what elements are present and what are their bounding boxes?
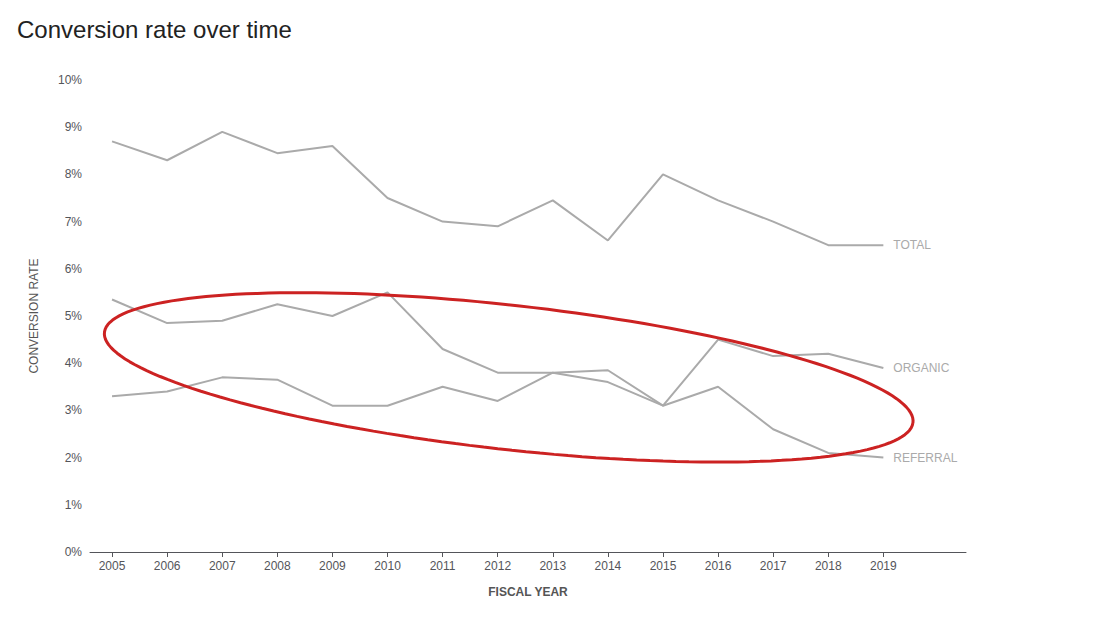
svg-text:5%: 5% xyxy=(65,309,83,323)
svg-text:2011: 2011 xyxy=(430,559,456,573)
svg-text:6%: 6% xyxy=(65,262,83,276)
svg-text:REFERRAL: REFERRAL xyxy=(893,451,957,465)
svg-text:2007: 2007 xyxy=(209,559,236,573)
svg-text:2009: 2009 xyxy=(319,559,346,573)
svg-text:2018: 2018 xyxy=(815,559,842,573)
svg-text:8%: 8% xyxy=(65,167,83,181)
svg-text:1%: 1% xyxy=(65,498,83,512)
svg-text:2010: 2010 xyxy=(374,559,401,573)
svg-text:10%: 10% xyxy=(58,73,82,87)
svg-text:Conversion rate over time: Conversion rate over time xyxy=(17,16,292,43)
svg-text:2008: 2008 xyxy=(264,559,291,573)
svg-text:2006: 2006 xyxy=(154,559,181,573)
svg-text:CONVERSION RATE: CONVERSION RATE xyxy=(27,258,41,373)
svg-text:2%: 2% xyxy=(65,451,83,465)
svg-text:ORGANIC: ORGANIC xyxy=(893,361,949,375)
svg-text:TOTAL: TOTAL xyxy=(893,238,931,252)
svg-text:2017: 2017 xyxy=(760,559,787,573)
svg-text:2019: 2019 xyxy=(870,559,897,573)
svg-text:4%: 4% xyxy=(65,356,83,370)
svg-text:2015: 2015 xyxy=(650,559,677,573)
svg-text:7%: 7% xyxy=(65,215,83,229)
svg-text:2005: 2005 xyxy=(99,559,126,573)
svg-text:2014: 2014 xyxy=(595,559,622,573)
svg-text:3%: 3% xyxy=(65,403,83,417)
svg-text:0%: 0% xyxy=(65,545,83,559)
svg-text:FISCAL YEAR: FISCAL YEAR xyxy=(488,585,568,599)
svg-text:2016: 2016 xyxy=(705,559,732,573)
svg-text:2013: 2013 xyxy=(539,559,566,573)
svg-text:2012: 2012 xyxy=(484,559,511,573)
svg-text:9%: 9% xyxy=(65,120,83,134)
